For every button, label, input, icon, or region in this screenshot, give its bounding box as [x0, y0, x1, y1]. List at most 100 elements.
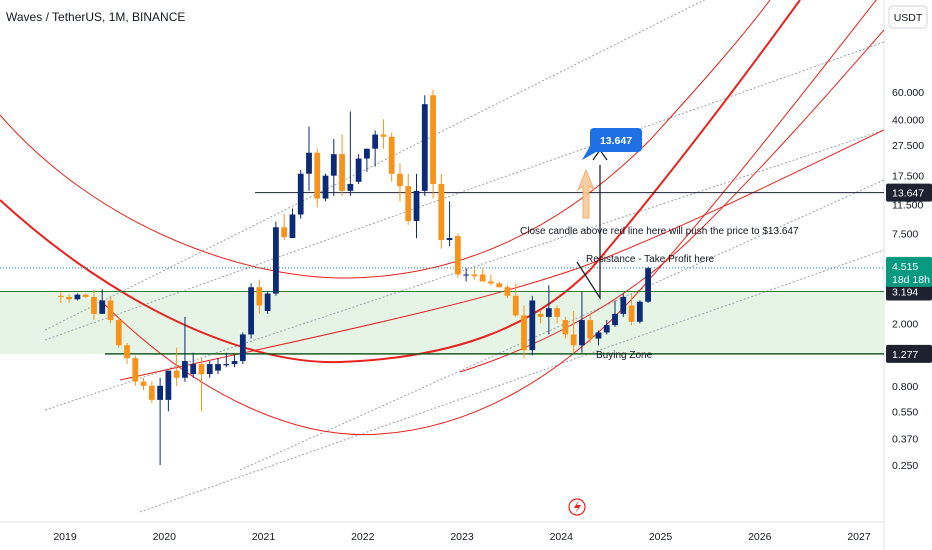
- candle[interactable]: [173, 347, 180, 386]
- candle[interactable]: [595, 330, 602, 346]
- candle[interactable]: [521, 305, 527, 359]
- candle[interactable]: [57, 291, 64, 303]
- candle[interactable]: [372, 130, 379, 167]
- candle[interactable]: [438, 173, 445, 249]
- x-tick-label: 2023: [450, 531, 474, 543]
- candle[interactable]: [314, 148, 321, 208]
- currency-button[interactable]: USDT: [888, 5, 928, 29]
- candle[interactable]: [91, 289, 97, 321]
- candle[interactable]: [430, 89, 436, 199]
- candle-body: [512, 295, 519, 316]
- candle[interactable]: [463, 268, 470, 282]
- candle-body: [504, 287, 511, 296]
- candle[interactable]: [140, 377, 147, 391]
- candle-body: [628, 305, 635, 322]
- candle[interactable]: [182, 316, 188, 382]
- candle[interactable]: [239, 332, 246, 365]
- candle[interactable]: [380, 119, 387, 149]
- zone-bottom-axis-tag-box: [886, 344, 932, 363]
- candle[interactable]: [132, 355, 139, 386]
- candle[interactable]: [529, 295, 536, 356]
- candle[interactable]: [645, 266, 651, 303]
- x-tick-label: 2020: [153, 531, 177, 543]
- candle[interactable]: [330, 138, 337, 196]
- zone-bottom-axis-tag[interactable]: 1.277: [886, 344, 932, 363]
- candle[interactable]: [281, 213, 288, 241]
- candle[interactable]: [454, 233, 461, 278]
- candle[interactable]: [297, 170, 304, 219]
- candle[interactable]: [157, 377, 164, 465]
- candle[interactable]: [66, 294, 73, 303]
- candle[interactable]: [363, 148, 370, 172]
- candle[interactable]: [488, 274, 494, 286]
- candle[interactable]: [273, 221, 279, 296]
- candle-body: [322, 175, 329, 199]
- candle-body: [363, 148, 370, 159]
- candle[interactable]: [579, 291, 585, 353]
- candle[interactable]: [570, 310, 577, 353]
- candle-body: [206, 364, 213, 375]
- candle[interactable]: [620, 293, 627, 317]
- candle-body: [248, 287, 254, 335]
- candle[interactable]: [562, 316, 569, 339]
- candle[interactable]: [148, 381, 155, 404]
- candle[interactable]: [115, 316, 122, 348]
- candle[interactable]: [413, 173, 420, 239]
- candle-body: [579, 320, 585, 346]
- candle[interactable]: [289, 208, 296, 239]
- candle-body: [297, 173, 304, 215]
- candle[interactable]: [545, 285, 552, 335]
- candle[interactable]: [322, 173, 329, 202]
- candle[interactable]: [512, 283, 519, 317]
- candle[interactable]: [388, 132, 395, 182]
- candle[interactable]: [264, 291, 271, 314]
- candle[interactable]: [471, 268, 478, 280]
- candle[interactable]: [554, 305, 561, 324]
- candle[interactable]: [587, 313, 594, 343]
- candle-body: [438, 183, 445, 241]
- candle[interactable]: [446, 201, 453, 247]
- target-price-tag[interactable]: 13.647: [582, 128, 642, 160]
- candle[interactable]: [107, 295, 114, 324]
- candle[interactable]: [82, 293, 89, 299]
- candle[interactable]: [628, 293, 635, 326]
- candle[interactable]: [397, 163, 403, 202]
- candle-body: [421, 104, 428, 191]
- candle-body: [91, 296, 97, 314]
- candle[interactable]: [223, 352, 230, 368]
- candle[interactable]: [355, 154, 362, 184]
- candle[interactable]: [256, 279, 263, 314]
- candle[interactable]: [405, 173, 412, 225]
- lightning-icon[interactable]: [568, 498, 586, 516]
- candle[interactable]: [165, 370, 172, 412]
- candle[interactable]: [206, 361, 213, 378]
- candle[interactable]: [537, 310, 544, 324]
- candle[interactable]: [496, 281, 503, 288]
- candle[interactable]: [636, 300, 643, 324]
- candle[interactable]: [124, 342, 130, 365]
- channel-line: [44, 0, 706, 331]
- candle[interactable]: [74, 293, 81, 301]
- candle[interactable]: [612, 300, 618, 327]
- candle[interactable]: [479, 268, 486, 282]
- candle[interactable]: [248, 283, 254, 339]
- candle[interactable]: [504, 285, 511, 299]
- resistance-annotation: Resistance - Take Profit here: [586, 254, 715, 265]
- candle[interactable]: [231, 355, 238, 368]
- candle[interactable]: [198, 358, 205, 412]
- candle[interactable]: [190, 352, 197, 378]
- target-axis-tag[interactable]: 13.647: [886, 183, 932, 202]
- red-lower-curve: [99, 0, 877, 436]
- candle[interactable]: [347, 111, 354, 196]
- candle[interactable]: [306, 126, 312, 191]
- candle[interactable]: [603, 320, 610, 335]
- zone-top-axis-tag[interactable]: 3.194: [886, 282, 932, 301]
- candle-body: [645, 268, 651, 302]
- candle[interactable]: [99, 289, 106, 314]
- candle[interactable]: [339, 134, 345, 196]
- candle[interactable]: [215, 358, 221, 375]
- candle-body: [148, 385, 155, 400]
- candle[interactable]: [421, 95, 428, 196]
